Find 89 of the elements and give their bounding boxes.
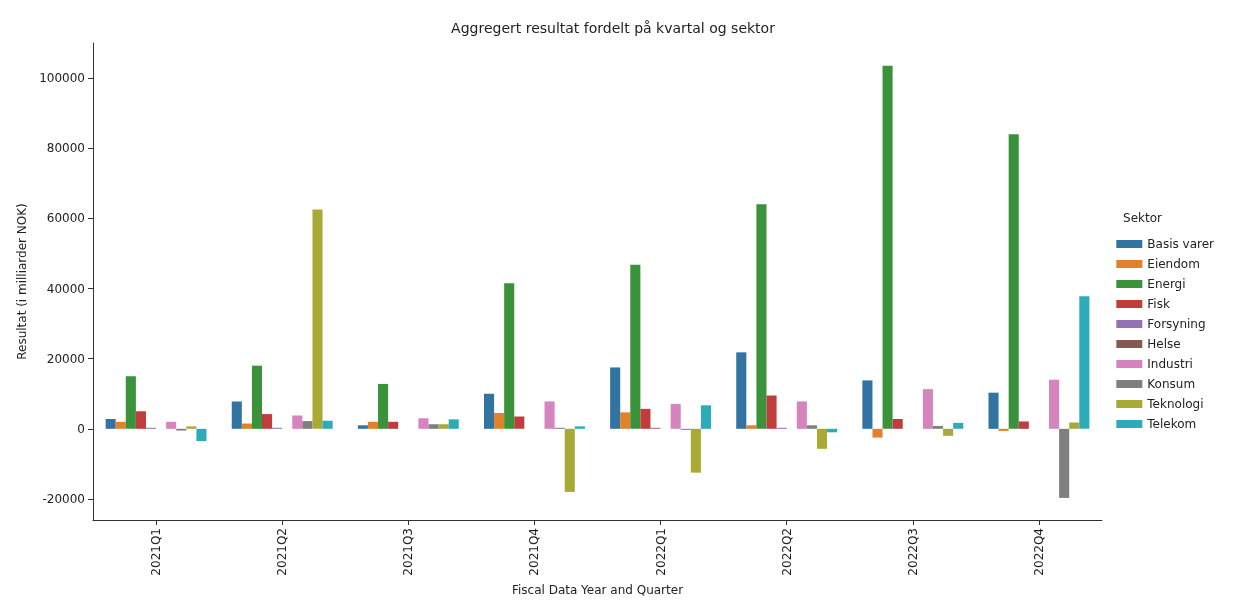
bar [241, 423, 252, 429]
legend-title: Sektor [1123, 211, 1163, 225]
bar [1059, 428, 1070, 498]
bar [1008, 134, 1019, 429]
bar [746, 425, 757, 429]
bar [388, 421, 399, 429]
bar [378, 383, 389, 429]
bar [196, 428, 207, 442]
bar [564, 428, 575, 492]
x-tick-label: 2021Q4 [527, 528, 542, 576]
y-axis-title: Resultat (i milliarder NOK) [15, 203, 30, 360]
x-axis-title: Fiscal Data Year and Quarter [511, 583, 684, 597]
bar [494, 413, 505, 429]
y-tick-label: 100000 [39, 71, 85, 86]
bar [504, 283, 515, 429]
legend-label: Industri [1147, 357, 1193, 371]
x-tick-label: 2022Q1 [653, 528, 668, 576]
bar [438, 424, 449, 429]
bar [357, 425, 368, 429]
bar [892, 418, 903, 429]
bar [1079, 296, 1090, 429]
bar [766, 395, 777, 429]
y-tick-label: -20000 [42, 491, 85, 506]
bar [690, 428, 701, 473]
bar [125, 376, 136, 429]
bar [1069, 422, 1080, 429]
bar [322, 420, 333, 429]
bar [231, 401, 242, 429]
legend-label: Teknologi [1146, 397, 1204, 411]
bar [806, 425, 817, 429]
legend-label: Eiendom [1147, 257, 1200, 271]
bar [943, 428, 954, 436]
legend-label: Forsyning [1147, 317, 1206, 331]
bar [630, 264, 641, 429]
bar [428, 424, 439, 429]
bar [670, 403, 681, 429]
x-tick-label: 2021Q3 [401, 528, 416, 576]
bar [105, 418, 116, 429]
y-tick-label: 60000 [46, 211, 85, 226]
bar [1049, 379, 1060, 429]
bar [135, 411, 146, 429]
bar [262, 414, 273, 429]
bar [736, 352, 747, 429]
y-tick-label: 0 [77, 421, 85, 436]
bar [312, 209, 323, 429]
legend-label: Basis varer [1147, 237, 1215, 251]
y-tick-label: 40000 [46, 281, 85, 296]
bar [166, 421, 177, 429]
bar [862, 380, 873, 429]
bar [418, 418, 429, 429]
bar [816, 428, 828, 449]
bar [700, 405, 712, 429]
y-tick-label: 80000 [46, 141, 85, 156]
bar [514, 416, 525, 429]
x-tick-label: 2022Q4 [1031, 528, 1046, 576]
bar [640, 408, 651, 429]
x-tick-label: 2021Q1 [149, 528, 164, 576]
bar [574, 426, 585, 429]
legend-label: Helse [1147, 337, 1181, 351]
bar [796, 401, 807, 429]
bar [953, 422, 964, 429]
legend-label: Telekom [1146, 417, 1197, 431]
bar [922, 389, 933, 429]
bar [882, 65, 893, 429]
bar [610, 367, 621, 429]
legend-label: Energi [1147, 277, 1186, 291]
bar [932, 426, 944, 429]
bar [988, 392, 999, 429]
bar [756, 204, 767, 429]
bar [186, 426, 197, 429]
bar [251, 365, 263, 429]
bar [544, 401, 555, 429]
bar [367, 421, 379, 429]
x-tick-label: 2022Q2 [779, 528, 794, 576]
bar [115, 421, 126, 429]
x-tick-label: 2021Q2 [275, 528, 290, 576]
legend-label: Konsum [1147, 377, 1196, 391]
bar [448, 419, 459, 429]
bar [1018, 421, 1029, 429]
y-tick-label: 20000 [46, 351, 85, 366]
chart-title: Aggregert resultat fordelt på kvartal og sektor [451, 20, 776, 36]
x-tick-label: 2022Q3 [905, 528, 920, 576]
legend-label: Fisk [1147, 297, 1170, 311]
bar [302, 421, 313, 429]
bar [620, 412, 631, 429]
bar [872, 428, 883, 438]
bar [483, 393, 495, 429]
bar [998, 428, 1009, 431]
bar [292, 415, 303, 429]
